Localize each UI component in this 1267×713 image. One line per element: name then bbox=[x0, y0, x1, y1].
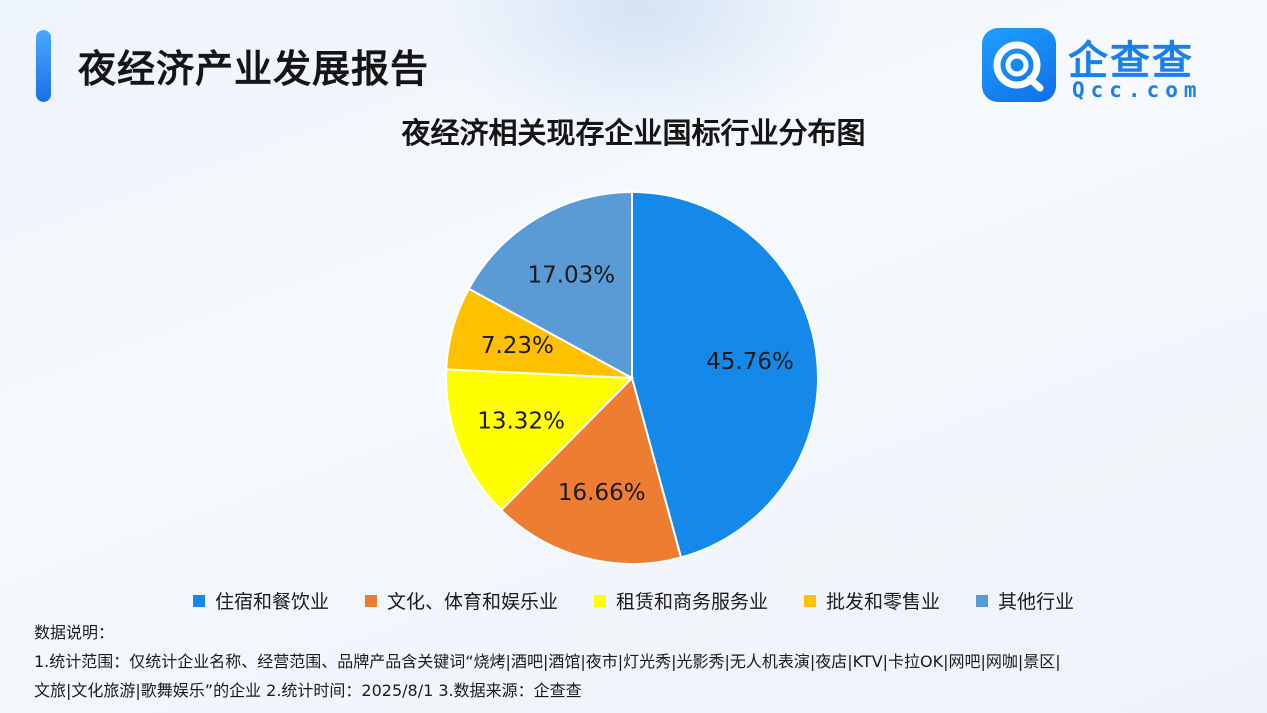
legend-label: 住宿和餐饮业 bbox=[214, 591, 329, 613]
pie-data-label: 16.66% bbox=[558, 480, 646, 506]
title-accent-bar bbox=[36, 30, 51, 102]
notes-line-1: 1.统计范围：仅统计企业名称、经营范围、品牌产品含关键词“烧烤|酒吧|酒馆|夜市… bbox=[34, 652, 1061, 671]
legend-swatch bbox=[593, 594, 606, 607]
brand-logo: 企查查 Qcc.com bbox=[982, 28, 1232, 104]
legend-item-other: 其他行业 bbox=[976, 587, 1074, 614]
pie-slice-culture bbox=[499, 376, 683, 565]
pie-data-label: 13.32% bbox=[477, 408, 565, 434]
legend-swatch bbox=[804, 594, 816, 607]
legend-label: 批发和零售业 bbox=[826, 591, 941, 613]
pie-slice-other bbox=[467, 190, 633, 380]
data-notes: 数据说明： 1.统计范围：仅统计企业名称、经营范围、品牌产品含关键词“烧烤|酒吧… bbox=[34, 618, 1244, 705]
page-title: 夜经济产业发展报告 bbox=[78, 47, 430, 91]
pie-data-label: 17.03% bbox=[527, 263, 615, 289]
legend-label: 其他行业 bbox=[998, 591, 1075, 613]
notes-heading: 数据说明： bbox=[34, 623, 115, 642]
legend-item-accommodation: 住宿和餐饮业 bbox=[192, 587, 329, 614]
legend-swatch bbox=[364, 594, 377, 607]
legend-item-leasing: 租赁和商务服务业 bbox=[593, 587, 768, 614]
pie-data-label: 7.23% bbox=[481, 333, 554, 359]
logo-name: 企查查 bbox=[1068, 38, 1194, 84]
legend-item-retail: 批发和零售业 bbox=[804, 587, 940, 614]
legend-item-culture: 文化、体育和娱乐业 bbox=[364, 587, 558, 614]
legend-swatch bbox=[192, 594, 205, 607]
chart-title: 夜经济相关现存企业国标行业分布图 bbox=[401, 116, 866, 150]
notes-line-2: 文旅|文化旅游|歌舞娱乐”的企业 2.统计时间：2025/8/1 3.数据来源：… bbox=[34, 681, 582, 700]
pie-slice-leasing bbox=[445, 368, 635, 512]
pie-slice-accommodation bbox=[631, 190, 819, 559]
pie-data-label: 45.76% bbox=[706, 349, 794, 375]
chart-legend: 住宿和餐饮业 文化、体育和娱乐业 租赁和商务服务业 批发和零售业 其他行业 bbox=[0, 587, 1267, 614]
legend-label: 文化、体育和娱乐业 bbox=[386, 591, 558, 613]
legend-label: 租赁和商务服务业 bbox=[615, 591, 768, 613]
logo-domain: Qcc.com bbox=[1072, 78, 1203, 102]
qcc-logo-icon bbox=[982, 28, 1056, 102]
legend-swatch bbox=[976, 594, 989, 607]
